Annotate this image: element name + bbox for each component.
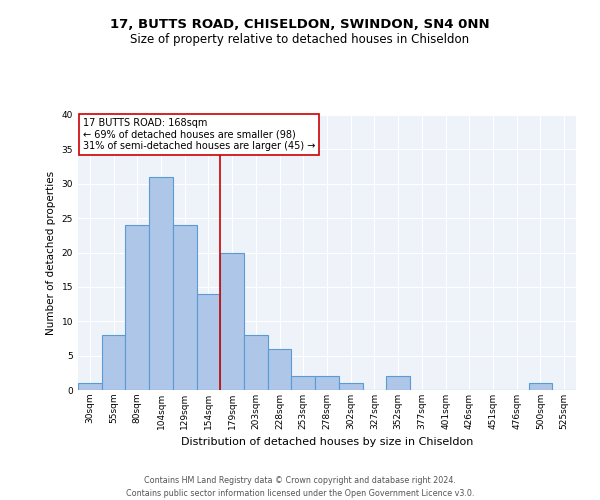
Bar xyxy=(315,376,339,390)
Bar xyxy=(529,383,552,390)
Text: Contains HM Land Registry data © Crown copyright and database right 2024.
Contai: Contains HM Land Registry data © Crown c… xyxy=(126,476,474,498)
Bar xyxy=(386,376,410,390)
Text: 17, BUTTS ROAD, CHISELDON, SWINDON, SN4 0NN: 17, BUTTS ROAD, CHISELDON, SWINDON, SN4 … xyxy=(110,18,490,30)
Bar xyxy=(244,335,268,390)
Bar xyxy=(268,349,292,390)
Bar xyxy=(197,294,220,390)
X-axis label: Distribution of detached houses by size in Chiseldon: Distribution of detached houses by size … xyxy=(181,438,473,448)
Bar xyxy=(339,383,362,390)
Bar xyxy=(78,383,102,390)
Bar xyxy=(125,225,149,390)
Bar xyxy=(102,335,125,390)
Y-axis label: Number of detached properties: Number of detached properties xyxy=(46,170,56,334)
Bar xyxy=(220,252,244,390)
Text: 17 BUTTS ROAD: 168sqm
← 69% of detached houses are smaller (98)
31% of semi-deta: 17 BUTTS ROAD: 168sqm ← 69% of detached … xyxy=(83,118,316,151)
Bar xyxy=(292,376,315,390)
Text: Size of property relative to detached houses in Chiseldon: Size of property relative to detached ho… xyxy=(130,32,470,46)
Bar xyxy=(149,177,173,390)
Bar xyxy=(173,225,197,390)
